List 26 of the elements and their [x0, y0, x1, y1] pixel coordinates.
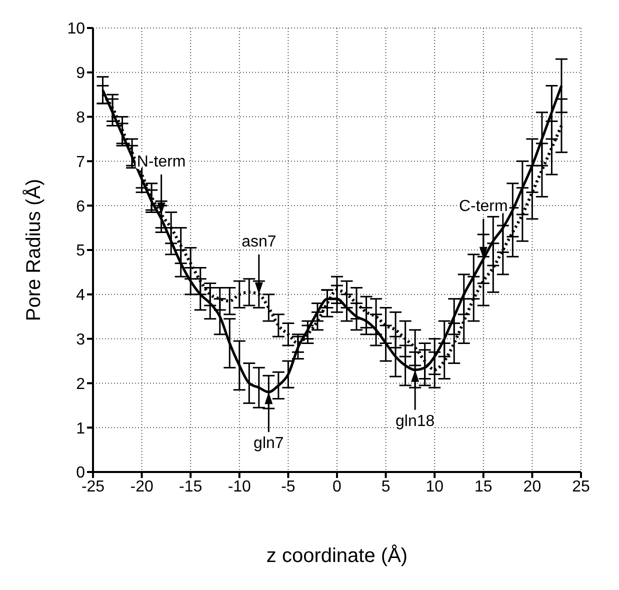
y-tick-label: 4 — [76, 287, 86, 304]
y-tick-label: 8 — [76, 109, 86, 126]
annotation: asn7 — [242, 233, 276, 250]
y-tick-label: 7 — [76, 154, 86, 171]
x-tick-label: 20 — [523, 478, 542, 496]
x-tick-label: -5 — [281, 478, 296, 496]
x-axis-title: z coordinate (Å) — [266, 544, 408, 567]
y-tick-label: 3 — [76, 331, 86, 348]
y-tick-label: 10 — [67, 20, 86, 38]
x-tick-label: -15 — [179, 478, 202, 496]
x-tick-label: 5 — [381, 478, 390, 496]
x-tick-label: 0 — [332, 478, 342, 496]
annotation: gln7 — [254, 435, 284, 452]
x-tick-label: 15 — [474, 478, 492, 496]
x-tick-label: 25 — [572, 478, 590, 496]
x-tick-label: -10 — [228, 478, 252, 496]
y-tick-label: 9 — [76, 65, 86, 82]
y-axis-title: Pore Radius (Å) — [22, 178, 46, 322]
x-tick-label: -20 — [130, 478, 154, 496]
y-tick-label: 6 — [76, 198, 86, 216]
y-tick-label: 1 — [76, 420, 86, 438]
y-tick-label: 5 — [76, 242, 86, 260]
annotation: N-term — [136, 153, 186, 170]
x-tick-label: 10 — [426, 478, 444, 496]
y-tick-label: 2 — [76, 376, 86, 393]
annotation: gln18 — [396, 412, 435, 430]
